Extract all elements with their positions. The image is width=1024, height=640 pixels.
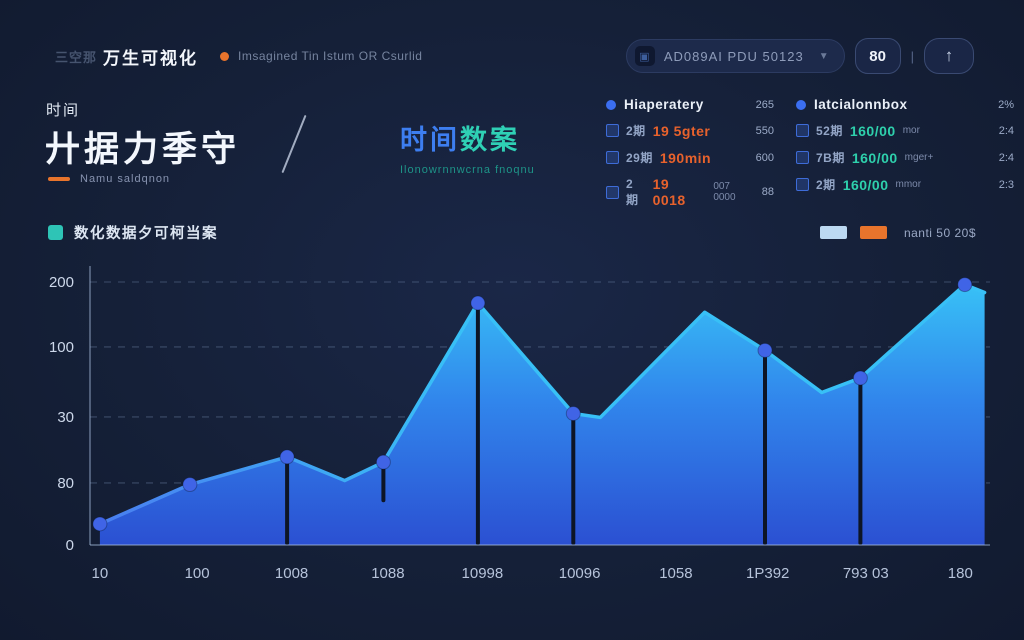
svg-text:1P392: 1P392 (746, 565, 789, 582)
blue-dot-icon (796, 99, 806, 110)
logo-prefix: 三空那 (55, 49, 98, 65)
device-icon: ▣ (634, 46, 655, 66)
stat-name: Hiaperatery (624, 97, 704, 112)
top-bar: 三空那 万生可视化 Imsagined Tin Istum OR Csurlid… (55, 36, 974, 76)
legend-label: nanti 50 20$ (903, 225, 976, 240)
svg-text:30: 30 (57, 409, 74, 426)
stat-row-right: 600 (755, 151, 774, 164)
tag-icon (606, 124, 619, 137)
stat-row-suffix: mor (902, 125, 920, 136)
stat-row-label: 2期 (816, 178, 836, 192)
center-title-block: 时间数案 Ilonowrnnwcrna fnoqnu (400, 118, 535, 176)
slash-divider (281, 114, 307, 174)
stat-row: 2期 19 0018 007 0000 88 (606, 176, 774, 208)
tag-icon (796, 124, 809, 137)
title-eyebrow: 时间 (46, 102, 81, 119)
tag-icon (796, 178, 809, 191)
stat-row-right: 2:4 (998, 151, 1014, 164)
stat-header: Iatcialonnbox 2% (796, 97, 1014, 112)
stat-column-left: Hiaperatery 265 2期 19 5gter 550 29期 190m… (606, 97, 774, 208)
chart-header: 数化数据夕可柯当案 nanti 50 20$ (48, 222, 976, 243)
legend-swatch-orange (859, 226, 887, 239)
upload-button[interactable]: ↑ (924, 38, 974, 74)
header-divider: | (910, 48, 914, 64)
stat-row-value: 19 0018 (652, 176, 686, 208)
tag-icon (796, 151, 809, 164)
stat-row-value: 160/00 (851, 149, 898, 166)
device-selector-label: AD089AI PDU 50123 (663, 48, 804, 64)
svg-text:180: 180 (948, 565, 973, 582)
stat-row-label: 29期 (626, 151, 653, 165)
svg-text:100: 100 (49, 339, 74, 356)
app-logo: 万生可视化 (103, 48, 199, 68)
svg-text:80: 80 (57, 475, 74, 492)
app-tagline: Imsagined Tin Istum OR Csurlid (238, 49, 423, 63)
center-title: 时间数案 (400, 118, 535, 157)
blue-dot-icon (606, 99, 616, 110)
orange-dash-icon (48, 177, 70, 181)
stat-header-value: 265 (755, 98, 774, 111)
stat-row-right: 2:4 (998, 124, 1014, 137)
stat-name: Iatcialonnbox (814, 97, 908, 112)
chart-title: 数化数据夕可柯当案 (74, 226, 218, 242)
chevron-down-icon: ▼ (818, 50, 830, 62)
stat-row-suffix: mmor (895, 179, 922, 190)
up-arrow-icon: ↑ (944, 46, 954, 65)
stat-row-value: 160/00 (849, 122, 896, 139)
tag-icon (606, 151, 619, 164)
chart-area: 200 100 30 80 0 10 100 1008 1088 10998 10096 1058 1P… (0, 252, 1024, 600)
legend-swatch-blue (819, 226, 847, 239)
stat-row-label: 2期 (626, 176, 639, 207)
stat-row-value: 160/00 (842, 176, 889, 193)
center-title-blue: 时间 (400, 125, 460, 155)
page-title: 廾据力季守 (45, 130, 241, 169)
header-controls: ▣ AD089AI PDU 50123 ▼ 80 | ↑ (625, 38, 974, 74)
stat-row: 29期 190min 600 (606, 149, 774, 166)
count-button[interactable]: 80 (854, 38, 901, 74)
svg-text:1058: 1058 (659, 565, 692, 582)
stat-header: Hiaperatery 265 (606, 97, 774, 112)
svg-text:0: 0 (66, 537, 74, 554)
stat-row-right: 88 (761, 186, 774, 198)
teal-square-icon (48, 225, 63, 240)
stat-row-label: 2期 (626, 124, 646, 138)
stat-row-right: 550 (755, 124, 774, 137)
stat-row-suffix: mger+ (904, 152, 934, 163)
center-title-teal: 数案 (460, 125, 520, 155)
stat-row: 52期 160/00 mor 2:4 (796, 122, 1014, 139)
title-subtitle-row: Namu saldqnon (48, 173, 170, 185)
svg-text:1008: 1008 (275, 565, 308, 582)
svg-text:100: 100 (185, 565, 210, 582)
center-subtitle: Ilonowrnnwcrna fnoqnu (400, 164, 535, 176)
stat-row-suffix: 007 0000 (713, 181, 736, 203)
orange-dot-icon (220, 51, 230, 61)
svg-text:10096: 10096 (559, 565, 601, 582)
svg-text:10: 10 (92, 565, 109, 582)
svg-text:10998: 10998 (462, 565, 504, 582)
stat-row-right: 2:3 (998, 178, 1014, 191)
svg-text:1088: 1088 (371, 565, 404, 582)
stat-row-value: 190min (659, 149, 712, 166)
stat-row: 2期 19 5gter 550 (606, 122, 774, 139)
stat-row: 7B期 160/00 mger+ 2:4 (796, 149, 1014, 166)
stat-row: 2期 160/00 mmor 2:3 (796, 176, 1014, 193)
svg-text:793 03: 793 03 (843, 565, 889, 582)
stat-row-value: 19 5gter (652, 122, 711, 139)
stat-column-right: Iatcialonnbox 2% 52期 160/00 mor 2:4 7B期 … (796, 97, 1014, 193)
title-subtitle: Namu saldqnon (80, 173, 171, 185)
tag-icon (606, 185, 619, 199)
stat-header-value: 2% (998, 98, 1014, 111)
stat-row-label: 52期 (816, 124, 843, 138)
device-selector[interactable]: ▣ AD089AI PDU 50123 ▼ (625, 39, 845, 73)
area-chart-svg: 200 100 30 80 0 10 100 1008 1088 10998 10096 1058 1P… (49, 266, 990, 582)
stat-row-label: 7B期 (816, 151, 845, 165)
chart-legend: nanti 50 20$ (819, 225, 976, 240)
svg-text:200: 200 (49, 274, 74, 291)
